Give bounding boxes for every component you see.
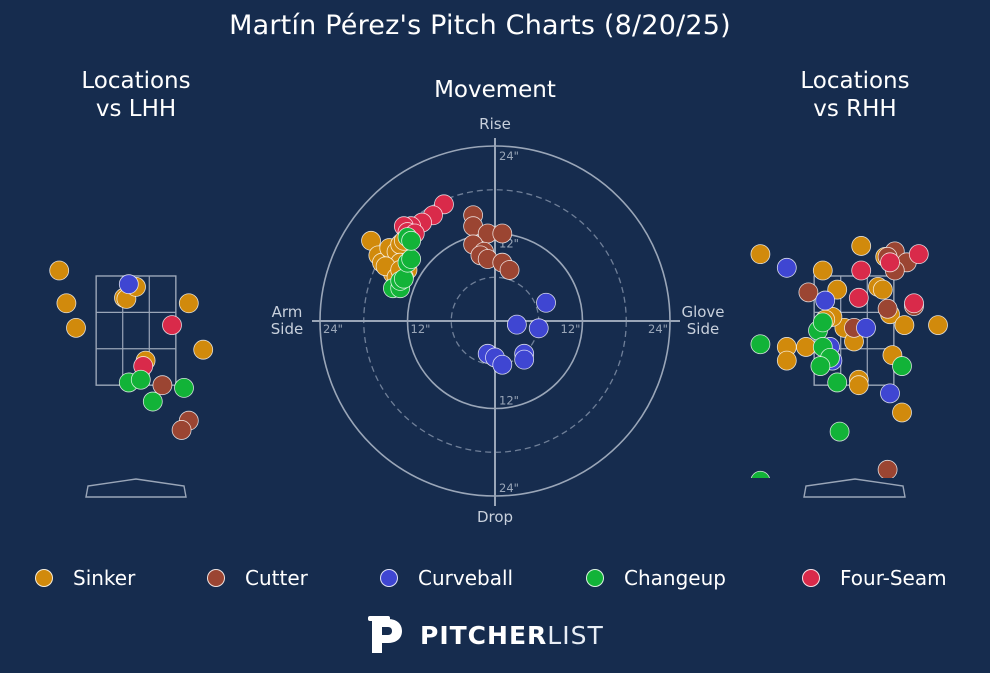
legend-label: Curveball bbox=[418, 566, 514, 590]
data-points bbox=[49, 260, 214, 440]
point-changeup bbox=[812, 312, 833, 333]
point-sinker bbox=[812, 260, 833, 281]
legend-item-four-seam: Four-Seam bbox=[802, 563, 947, 593]
point-cutter bbox=[492, 223, 513, 244]
legend-marker bbox=[207, 569, 225, 587]
panel-title: Movement bbox=[434, 77, 556, 103]
point-changeup bbox=[829, 421, 850, 442]
ring-tick-label: 12" bbox=[411, 322, 431, 336]
pitcherlist-p-logo-icon bbox=[368, 616, 402, 653]
legend-marker bbox=[586, 569, 604, 587]
point-curveball bbox=[528, 318, 549, 339]
point-curveball bbox=[514, 349, 535, 370]
axis-label-glove-side: Side bbox=[687, 320, 719, 338]
axis-label-rise: Rise bbox=[479, 115, 511, 133]
legend-item-curveball: Curveball bbox=[380, 563, 513, 593]
point-sinker bbox=[928, 315, 948, 336]
axis-label-glove-side: Glove bbox=[681, 303, 724, 321]
point-sinker bbox=[776, 350, 797, 371]
legend-label: Cutter bbox=[245, 566, 308, 590]
legend-item-changeup: Changeup bbox=[586, 563, 726, 593]
legend-item-cutter: Cutter bbox=[207, 563, 308, 593]
point-cutter bbox=[877, 459, 898, 478]
legend-label: Four-Seam bbox=[840, 566, 947, 590]
point-changeup bbox=[750, 470, 770, 478]
point-sinker bbox=[894, 315, 915, 336]
ring-tick-label: 24" bbox=[499, 481, 519, 495]
point-changeup bbox=[827, 372, 848, 393]
point-sinker bbox=[49, 260, 70, 281]
point-changeup bbox=[750, 334, 771, 355]
panel-title: vs LHH bbox=[96, 96, 176, 122]
point-four-seam bbox=[851, 260, 872, 281]
point-curveball bbox=[506, 314, 527, 335]
point-curveball bbox=[536, 292, 556, 313]
point-curveball bbox=[856, 317, 876, 338]
point-cutter bbox=[171, 420, 192, 440]
point-changeup bbox=[130, 369, 151, 390]
point-sinker bbox=[66, 317, 86, 338]
point-cutter bbox=[499, 260, 520, 280]
legend: Sinker Cutter Curveball Changeup Four-Seam bbox=[0, 563, 990, 593]
chart-title: Martín Pérez's Pitch Charts (8/20/25) bbox=[229, 10, 731, 41]
legend-item-sinker: Sinker bbox=[35, 563, 135, 593]
point-changeup bbox=[401, 249, 422, 269]
brand-name-bold: PITCHER bbox=[420, 620, 548, 650]
point-four-seam bbox=[162, 315, 182, 336]
point-four-seam bbox=[904, 293, 924, 314]
point-four-seam bbox=[908, 244, 929, 265]
point-changeup bbox=[401, 230, 422, 251]
point-changeup bbox=[892, 356, 912, 376]
point-curveball bbox=[815, 290, 836, 311]
axis-label-arm-side: Arm bbox=[272, 303, 303, 321]
brand-name-light: LIST bbox=[547, 620, 604, 650]
point-cutter bbox=[877, 298, 898, 319]
point-curveball bbox=[492, 354, 513, 375]
point-sinker bbox=[892, 402, 912, 423]
ring-tick-label: 12" bbox=[499, 394, 519, 408]
panel-title: Locations bbox=[81, 68, 190, 94]
point-sinker bbox=[796, 337, 816, 357]
home-plate bbox=[85, 478, 187, 498]
ring-tick-label: 24" bbox=[648, 322, 668, 336]
point-sinker bbox=[193, 339, 214, 360]
legend-label: Sinker bbox=[73, 566, 136, 590]
panel-title: Locations bbox=[800, 68, 909, 94]
legend-marker bbox=[380, 569, 398, 587]
point-changeup bbox=[810, 356, 831, 376]
point-sinker bbox=[750, 244, 771, 265]
point-sinker bbox=[56, 293, 77, 314]
data-points bbox=[750, 236, 948, 478]
point-sinker bbox=[178, 293, 199, 314]
ring-tick-label: 12" bbox=[561, 322, 581, 336]
ring-tick-label: 24" bbox=[323, 322, 343, 336]
pitcherlist-logo: PITCHERLIST bbox=[366, 612, 604, 658]
ring-tick-label: 24" bbox=[499, 149, 519, 163]
point-four-seam bbox=[880, 252, 900, 273]
point-curveball bbox=[880, 383, 900, 404]
point-four-seam bbox=[848, 287, 869, 308]
point-changeup bbox=[142, 391, 163, 412]
axis-label-arm-side: Side bbox=[271, 320, 303, 338]
point-sinker bbox=[851, 236, 872, 256]
point-curveball bbox=[776, 257, 797, 278]
legend-marker bbox=[802, 569, 820, 587]
point-curveball bbox=[118, 274, 139, 295]
point-cutter bbox=[152, 375, 173, 396]
point-changeup bbox=[174, 378, 194, 398]
point-sinker bbox=[872, 279, 893, 300]
movement-panel: MovementRiseDropArmSideGloveSide24"12"12… bbox=[271, 77, 725, 526]
panel-title: vs RHH bbox=[813, 96, 896, 122]
legend-label: Changeup bbox=[624, 566, 726, 590]
home-plate bbox=[803, 478, 906, 498]
legend-marker bbox=[35, 569, 53, 587]
axis-label-drop: Drop bbox=[477, 508, 513, 526]
point-sinker bbox=[848, 375, 869, 396]
point-cutter bbox=[798, 282, 819, 303]
